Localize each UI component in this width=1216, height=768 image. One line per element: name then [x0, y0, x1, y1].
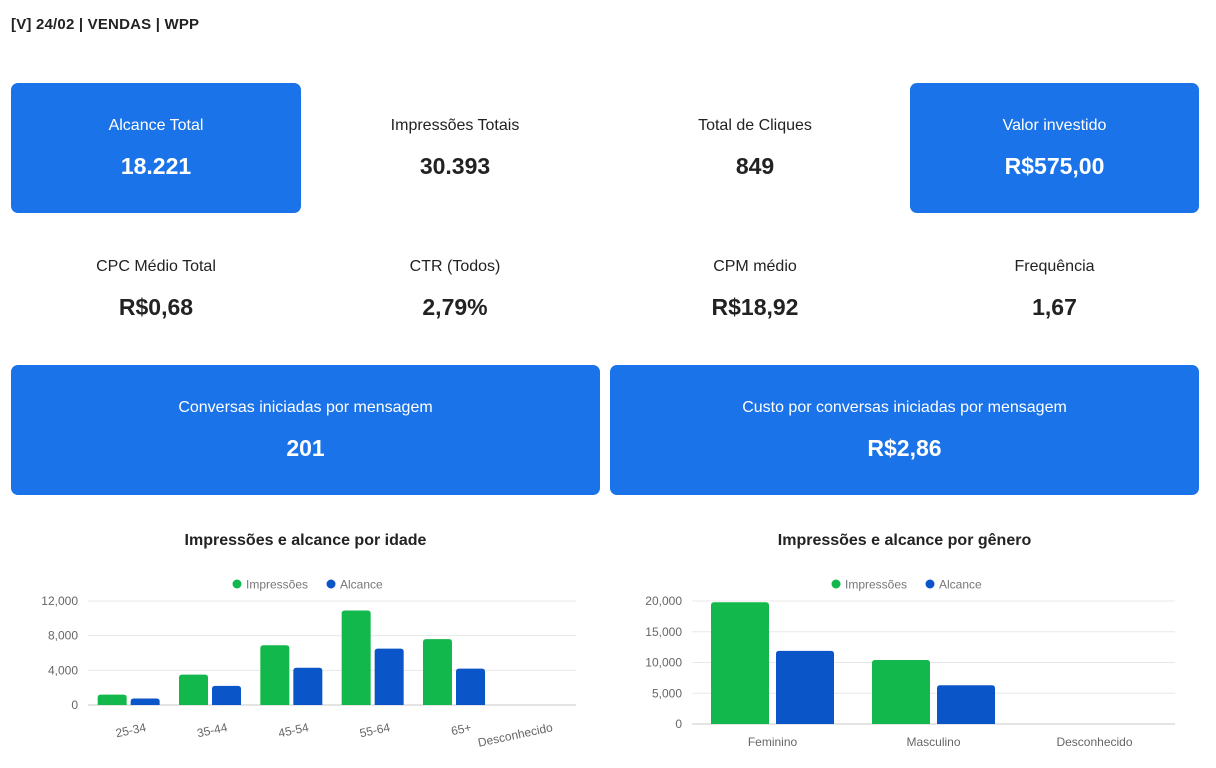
chart-impressoes-alcance-idade: Impressões Alcance 0 4,000 8,000 12,000 25-34 3… [41, 578, 576, 750]
kpi-label: CTR (Todos) [409, 258, 501, 275]
kpi-label: CPC Médio Total [96, 258, 216, 275]
x-tick-label: 55-64 [358, 720, 391, 740]
kpi-card-custo-conversas: Custo por conversas iniciadas por mensag… [610, 365, 1199, 495]
kpi-label: Conversas iniciadas por mensagem [178, 399, 433, 416]
chart-impressoes-alcance-genero: Impressões Alcance 0 5,000 10,000 15,000 20,00… [645, 578, 1175, 749]
legend-label: Alcance [939, 578, 982, 592]
kpi-value: R$575,00 [1004, 153, 1105, 179]
y-tick-label: 0 [71, 698, 78, 712]
chart-title-idade: Impressões e alcance por idade [184, 532, 427, 549]
bar [212, 685, 241, 705]
chart-title-genero: Impressões e alcance por gênero [777, 532, 1032, 549]
y-tick-label: 12,000 [41, 594, 78, 608]
kpi-card-valor-investido: Valor investido R$575,00 [910, 83, 1199, 213]
bar [937, 685, 995, 724]
bar [423, 639, 452, 705]
legend-marker [326, 579, 336, 589]
kpi-value: 30.393 [419, 153, 491, 179]
kpi-label: Frequência [1014, 258, 1095, 275]
y-tick-label: 4,000 [48, 663, 78, 677]
chart-legend: Impressões Alcance [232, 578, 383, 592]
bar [179, 674, 208, 705]
kpi-value: R$0,68 [118, 294, 194, 320]
kpi-card-cpc-medio: CPC Médio Total R$0,68 [11, 224, 301, 354]
kpi-card-ctr: CTR (Todos) 2,79% [310, 224, 600, 354]
kpi-value: 201 [286, 435, 325, 461]
y-tick-label: 10,000 [645, 656, 682, 670]
bar [872, 660, 930, 724]
kpi-card-frequencia: Frequência 1,67 [910, 224, 1199, 354]
bar [776, 650, 834, 724]
x-tick-label: 35-44 [196, 720, 229, 740]
legend-marker [831, 579, 841, 589]
kpi-label: Custo por conversas iniciadas por mensag… [742, 399, 1067, 416]
y-tick-label: 15,000 [645, 625, 682, 639]
legend-marker [232, 579, 242, 589]
kpi-value: 849 [735, 153, 775, 179]
legend-label: Alcance [340, 578, 383, 592]
legend-label: Impressões [246, 578, 308, 592]
kpi-label: Impressões Totais [390, 117, 520, 134]
kpi-card-cpm-medio: CPM médio R$18,92 [610, 224, 900, 354]
legend-marker [925, 579, 935, 589]
kpi-label: Alcance Total [108, 117, 204, 134]
kpi-card-conversas-iniciadas: Conversas iniciadas por mensagem 201 [11, 365, 600, 495]
x-tick-label: Masculino [906, 735, 960, 749]
kpi-label: Valor investido [1002, 117, 1107, 134]
kpi-label: Total de Cliques [698, 117, 812, 134]
x-tick-label: Desconhecido [1056, 735, 1132, 749]
bar [374, 648, 404, 705]
kpi-value: 2,79% [422, 294, 488, 320]
x-tick-label: 25-34 [114, 720, 147, 740]
kpi-value: 1,67 [1032, 294, 1077, 320]
kpi-value: 18.221 [120, 153, 192, 179]
x-tick-label: Feminino [748, 735, 798, 749]
y-tick-label: 5,000 [652, 686, 682, 700]
legend-label: Impressões [845, 578, 907, 592]
bar [341, 610, 371, 705]
bar [456, 668, 485, 705]
y-tick-label: 0 [675, 717, 682, 731]
kpi-value: R$2,86 [867, 435, 942, 461]
x-tick-label: 45-54 [277, 720, 310, 740]
report-title: [V] 24/02 | VENDAS | WPP [11, 16, 200, 33]
kpi-card-impressoes-totais: Impressões Totais 30.393 [310, 83, 600, 213]
kpi-card-total-cliques: Total de Cliques 849 [610, 83, 900, 213]
bar [293, 667, 323, 705]
chart-legend: Impressões Alcance [831, 578, 982, 592]
kpi-label: CPM médio [713, 258, 797, 275]
bar [97, 694, 127, 705]
bar [260, 645, 290, 705]
bar [711, 602, 769, 724]
kpi-card-alcance-total: Alcance Total 18.221 [11, 83, 301, 213]
x-tick-label: 65+ [450, 720, 473, 738]
y-tick-label: 20,000 [645, 594, 682, 608]
y-tick-label: 8,000 [48, 629, 78, 643]
kpi-value: R$18,92 [711, 294, 799, 320]
bar [130, 698, 160, 705]
x-tick-label: Desconhecido [477, 720, 555, 750]
